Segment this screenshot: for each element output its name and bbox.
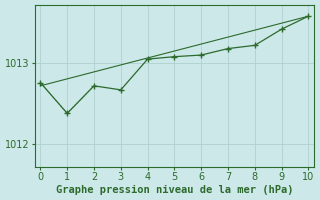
X-axis label: Graphe pression niveau de la mer (hPa): Graphe pression niveau de la mer (hPa) (56, 185, 293, 195)
